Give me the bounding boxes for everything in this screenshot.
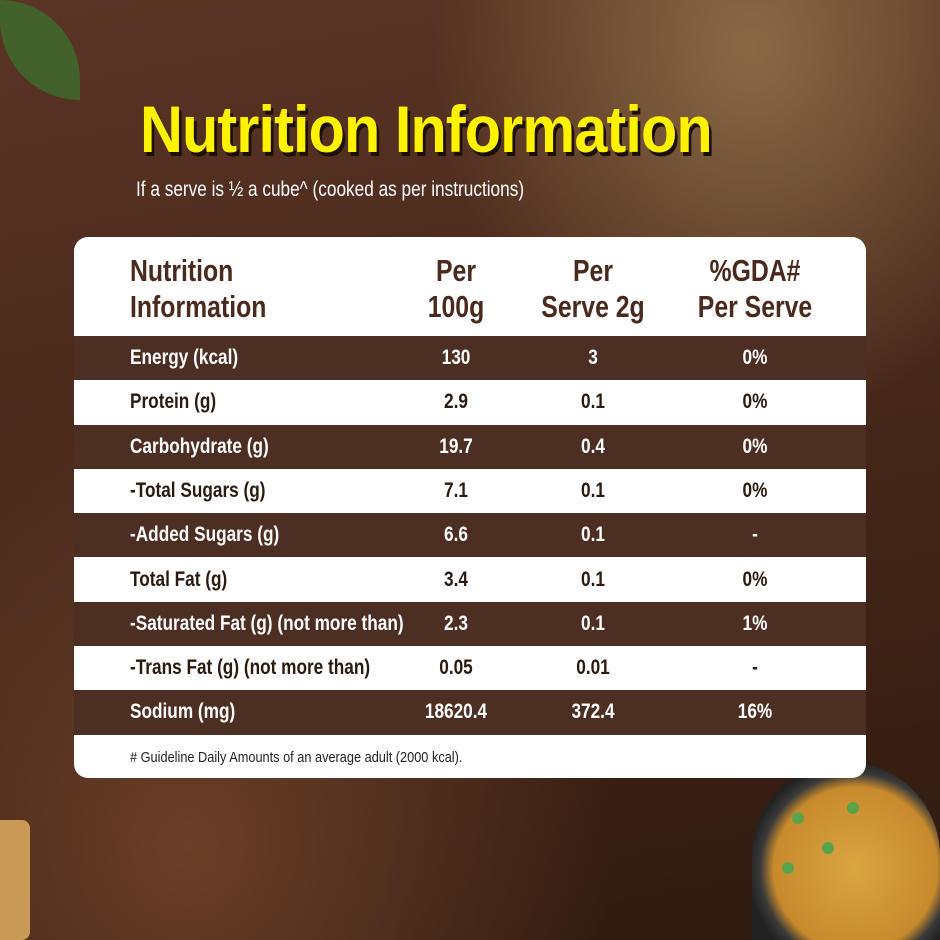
per-100g-value: 19.7 (439, 434, 473, 458)
gda-value: 0% (742, 478, 768, 502)
table-row: Sodium (mg) 18620.4 372.4 16% (74, 690, 866, 735)
nutrient-label: Energy (kcal) (130, 346, 239, 369)
table-row: Protein (g) 2.9 0.1 0% (74, 380, 866, 424)
header-line: Per (573, 253, 613, 288)
page-title: Nutrition Information (140, 92, 713, 166)
nutrition-table: Nutrition Information Per 100g Per Serve 2g… (74, 237, 866, 778)
nutrient-label: Sodium (mg) (130, 700, 236, 724)
nutrient-label: Carbohydrate (g) (130, 434, 269, 458)
gda-value: - (752, 523, 758, 547)
gda-value: 0% (742, 567, 768, 591)
header-line: Serve 2g (541, 289, 645, 324)
toast-decoration (0, 820, 30, 940)
per-serve-value: 0.1 (581, 567, 605, 591)
header-per-100g: Per 100g (376, 253, 536, 325)
header-gda: %GDA# Per Serve (675, 253, 835, 325)
gda-value: 0% (742, 346, 768, 369)
per-100g-value: 0.05 (439, 656, 473, 680)
per-100g-value: 2.9 (444, 390, 468, 414)
per-serve-value: 0.1 (581, 478, 605, 502)
footnote: # Guideline Daily Amounts of an average … (130, 749, 463, 766)
leaf-decoration (0, 0, 80, 100)
curry-bowl-image (752, 762, 940, 940)
header-line: Information (130, 289, 267, 324)
nutrient-label: -Total Sugars (g) (130, 478, 266, 502)
gda-value: 0% (742, 434, 768, 458)
per-100g-value: 3.4 (444, 567, 468, 591)
per-serve-value: 0.1 (581, 390, 605, 414)
per-100g-value: 2.3 (444, 611, 468, 635)
table-row: -Total Sugars (g) 7.1 0.1 0% (74, 469, 866, 513)
table-row: Energy (kcal) 130 3 0% (74, 336, 866, 381)
per-serve-value: 372.4 (571, 700, 615, 724)
header-line: Per (436, 253, 476, 288)
header-line: 100g (427, 289, 485, 324)
per-100g-value: 6.6 (444, 523, 468, 547)
header-line: Per Serve (697, 289, 813, 324)
per-100g-value: 130 (441, 346, 471, 369)
table-row: Carbohydrate (g) 19.7 0.4 0% (74, 424, 866, 469)
table-header: Nutrition Information Per 100g Per Serve 2g… (74, 237, 866, 335)
table-row: -Trans Fat (g) (not more than) 0.05 0.01 - (74, 646, 866, 690)
header-per-serve: Per Serve 2g (513, 253, 673, 325)
header-line: Nutrition (130, 253, 234, 288)
nutrient-label: Total Fat (g) (130, 567, 228, 591)
per-serve-value: 0.01 (576, 656, 610, 680)
gda-value: 0% (742, 390, 768, 414)
header-line: %GDA# (709, 253, 801, 288)
subtitle: If a serve is ½ a cube^ (cooked as per i… (136, 178, 525, 201)
per-100g-value: 18620.4 (424, 700, 488, 724)
nutrient-label: Protein (g) (130, 390, 217, 414)
header-nutrient: Nutrition Information (130, 253, 266, 325)
table-row: Total Fat (g) 3.4 0.1 0% (74, 558, 866, 602)
table-row: -Saturated Fat (g) (not more than) 2.3 0.1… (74, 601, 866, 647)
table-row: -Added Sugars (g) 6.6 0.1 - (74, 513, 866, 558)
nutrient-label: -Saturated Fat (g) (not more than) (130, 611, 404, 635)
gda-value: 16% (737, 700, 773, 724)
per-100g-value: 7.1 (444, 478, 468, 502)
nutrient-label: -Trans Fat (g) (not more than) (130, 656, 371, 680)
per-serve-value: 0.4 (581, 434, 605, 458)
nutrient-label: -Added Sugars (g) (130, 523, 280, 547)
gda-value: 1% (742, 611, 768, 635)
per-serve-value: 0.1 (581, 611, 605, 635)
gda-value: - (752, 656, 758, 680)
per-serve-value: 3 (588, 346, 598, 369)
per-serve-value: 0.1 (581, 523, 605, 547)
